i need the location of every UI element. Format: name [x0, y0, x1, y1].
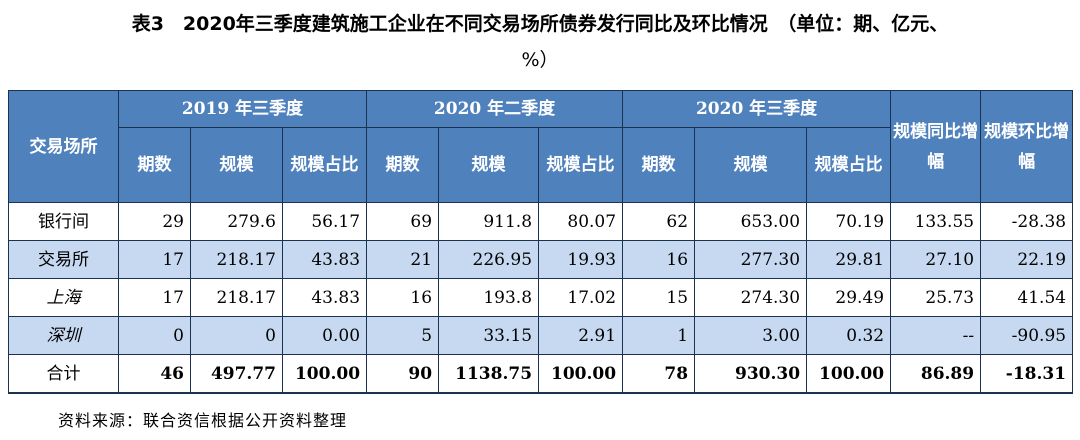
header-count: 期数	[118, 127, 191, 203]
table-cell: 218.17	[190, 240, 283, 279]
table-cell: 90	[366, 354, 440, 394]
header-scale: 规模	[694, 127, 808, 203]
table-cell: 86.89	[890, 354, 982, 394]
table-cell: -90.95	[980, 316, 1074, 355]
table-cell: -28.38	[980, 202, 1074, 241]
row-label: 银行间	[8, 202, 119, 241]
table-cell: 653.00	[694, 202, 808, 241]
table-row: 银行间 29 279.6 56.17 69 911.8 80.07 62 653.00 70.19…	[8, 202, 1074, 241]
table-cell: 70.19	[806, 202, 892, 241]
table-cell: 15	[622, 278, 696, 317]
table-cell: 274.30	[694, 278, 808, 317]
table-cell: 25.73	[890, 278, 982, 317]
table-cell: 0.00	[281, 316, 368, 355]
title-line-2: %）	[521, 49, 559, 71]
table-cell: 43.83	[281, 278, 368, 317]
table-title: 表3 2020年三季度建筑施工企业在不同交易场所债券发行同比及环比情况 （单位：…	[40, 6, 1040, 78]
table-cell: 33.15	[438, 316, 540, 355]
table-cell: 46	[118, 354, 191, 394]
table-cell: -18.31	[980, 354, 1074, 394]
header-qoq: 规模环比增幅	[980, 90, 1074, 203]
header-group-2020q3: 2020 年三季度	[622, 90, 892, 128]
table-cell: 56.17	[281, 202, 368, 241]
table-cell: 1138.75	[438, 354, 540, 394]
table-cell: 0	[190, 316, 283, 355]
row-label: 交易所	[8, 240, 119, 279]
table-cell: 0	[118, 316, 191, 355]
table-cell: 62	[622, 202, 696, 241]
title-line-1: 表3 2020年三季度建筑施工企业在不同交易场所债券发行同比及环比情况 （单位：…	[131, 13, 949, 35]
table-cell: 27.10	[890, 240, 982, 279]
header-group-2019q3: 2019 年三季度	[117, 90, 368, 128]
source-note: 资料来源：联合资信根据公开资料整理	[58, 411, 348, 430]
table-cell: 29	[118, 202, 191, 241]
table-cell: 3.00	[694, 316, 808, 355]
header-row-1: 交易场所 2019 年三季度 2020 年二季度 2020 年三季度 规模同比增…	[8, 90, 1074, 203]
table-cell: 100.00	[806, 354, 892, 394]
table-cell: 19.93	[538, 240, 624, 279]
table-row: 合计 46 497.77 100.00 90 1138.75 100.00 78 930.30 1…	[8, 354, 1074, 394]
row-label: 上海	[8, 278, 119, 317]
table-cell: 16	[366, 278, 440, 317]
table-cell: 226.95	[438, 240, 540, 279]
table-cell: 218.17	[190, 278, 283, 317]
header-share: 规模占比	[806, 127, 892, 203]
table-cell: 2.91	[538, 316, 624, 355]
table-cell: 29.49	[806, 278, 892, 317]
table-cell: 21	[366, 240, 440, 279]
row-label: 合计	[8, 354, 119, 394]
table-body: 银行间 29 279.6 56.17 69 911.8 80.07 62 653.00 70.19…	[8, 202, 1074, 394]
table-cell: 100.00	[538, 354, 624, 394]
table-cell: --	[890, 316, 982, 355]
bond-issuance-table: 交易场所 2019 年三季度 2020 年二季度 2020 年三季度 规模同比增…	[8, 90, 1074, 394]
table-row: 交易所 17 218.17 43.83 21 226.95 19.93 16 277.30 29.…	[8, 240, 1074, 279]
table-cell: 0.32	[806, 316, 892, 355]
header-yoy: 规模同比增幅	[890, 90, 982, 203]
header-row-2: 期数 规模 规模占比 期数 规模 规模占比 期数 规模 规模占比	[9, 127, 1073, 203]
table-cell: 16	[622, 240, 696, 279]
header-share: 规模占比	[538, 127, 624, 203]
table-cell: 100.00	[281, 354, 368, 394]
header-count: 期数	[366, 127, 440, 203]
table-cell: 78	[622, 354, 696, 394]
table-cell: 69	[366, 202, 440, 241]
table-cell: 22.19	[980, 240, 1074, 279]
table-cell: 43.83	[281, 240, 368, 279]
header-share: 规模占比	[281, 127, 368, 203]
row-label: 深圳	[8, 316, 119, 355]
header-exchange: 交易场所	[8, 90, 119, 203]
table-cell: 29.81	[806, 240, 892, 279]
table-cell: 17.02	[538, 278, 624, 317]
table-cell: 497.77	[190, 354, 283, 394]
table-row: 深圳 0 0 0.00 5 33.15 2.91 1 3.00 0.32 -- -90.95	[8, 316, 1074, 355]
table-row: 上海 17 218.17 43.83 16 193.8 17.02 15 274.30 29.49…	[8, 278, 1074, 317]
table-cell: 133.55	[890, 202, 982, 241]
table-cell: 17	[118, 278, 191, 317]
table-cell: 277.30	[694, 240, 808, 279]
header-scale: 规模	[190, 127, 283, 203]
table-cell: 911.8	[438, 202, 540, 241]
table-cell: 193.8	[438, 278, 540, 317]
table-cell: 17	[118, 240, 191, 279]
table-cell: 80.07	[538, 202, 624, 241]
header-group-2020q2: 2020 年二季度	[366, 90, 624, 128]
header-scale: 规模	[438, 127, 540, 203]
table-cell: 41.54	[980, 278, 1074, 317]
table-cell: 279.6	[190, 202, 283, 241]
table-cell: 5	[366, 316, 440, 355]
header-count: 期数	[622, 127, 696, 203]
table-cell: 930.30	[694, 354, 808, 394]
table-cell: 1	[622, 316, 696, 355]
